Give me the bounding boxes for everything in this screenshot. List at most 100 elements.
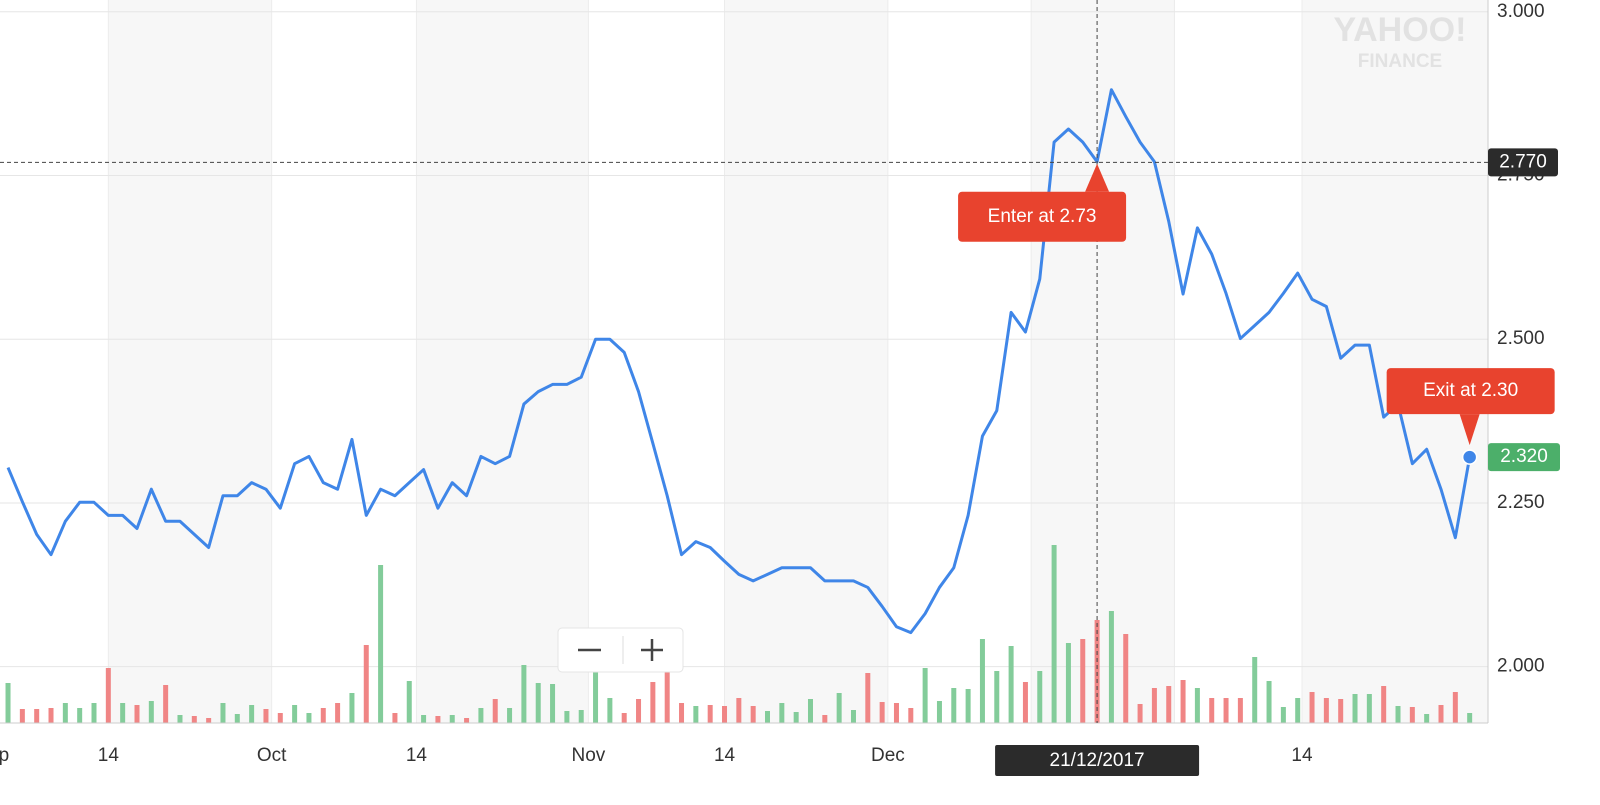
x-tick-label: 14 <box>1291 745 1313 766</box>
volume-bar <box>320 708 326 723</box>
y-tick-label: 2.250 <box>1497 492 1545 513</box>
volume-bar <box>19 709 25 723</box>
volume-bar <box>879 702 885 723</box>
volume-bar <box>1323 698 1329 723</box>
annotation-pointer <box>1085 163 1110 192</box>
x-tick-label: 14 <box>98 745 120 766</box>
volume-bar <box>1452 692 1458 723</box>
volume-bar <box>1252 657 1258 723</box>
plot <box>6 88 1472 635</box>
volume-bar <box>994 671 1000 723</box>
volume-bar <box>1409 707 1415 723</box>
volume-bar <box>1309 692 1315 723</box>
volume-bar <box>1381 686 1387 723</box>
volume-bar <box>793 712 799 723</box>
volume-bar <box>335 703 341 723</box>
volume-bar <box>277 713 283 723</box>
volume-bar <box>1338 699 1344 723</box>
last-point <box>1461 449 1478 465</box>
volume-bar <box>1266 681 1272 723</box>
x-tick-label: Oct <box>257 745 287 766</box>
annotation-pointer <box>1459 414 1480 446</box>
volume-bar <box>292 705 298 723</box>
volume-bar <box>120 703 126 723</box>
volume-bar <box>1080 639 1086 723</box>
volume-bar <box>807 699 813 723</box>
volume-bar <box>922 668 928 723</box>
volume-bar <box>679 703 685 723</box>
volume-bar <box>965 689 971 723</box>
last-price: 2.320 <box>1500 446 1548 467</box>
volume-bar <box>564 711 570 723</box>
volume-bar <box>736 698 742 723</box>
axes: Sep14Oct14Nov14Dec14Jan142.0002.2502.500… <box>0 0 1545 766</box>
volume-bar <box>392 713 398 723</box>
crosshair-price-box <box>1488 148 1558 177</box>
volume-bar <box>607 698 613 723</box>
annotation-box <box>1386 368 1555 415</box>
volume-bar <box>1467 713 1473 723</box>
volume-bar <box>1209 698 1215 723</box>
volume-bar <box>779 703 785 723</box>
volume-bar <box>1037 671 1043 723</box>
background-bands <box>108 0 1488 723</box>
volume-bar <box>263 709 269 723</box>
volume-bar <box>48 708 54 723</box>
volume-bar <box>1295 698 1301 723</box>
volume-bar <box>191 716 197 723</box>
volume-bar <box>77 708 83 723</box>
volume-bar <box>578 710 584 723</box>
volume-bar <box>306 713 312 723</box>
last-price-box <box>1488 443 1560 472</box>
zoom-in[interactable] <box>641 639 663 661</box>
y-tick-label: 2.500 <box>1497 328 1545 349</box>
volume-bar <box>550 684 556 723</box>
volume-bar <box>936 701 942 723</box>
x-tick-label: Dec <box>871 745 905 766</box>
volume-bar <box>865 673 871 723</box>
volume-bar <box>1008 646 1014 723</box>
volume-bar <box>406 681 412 723</box>
band <box>724 0 888 723</box>
volume-bar <box>363 645 369 723</box>
volume-bar <box>1366 694 1372 723</box>
volume-bar <box>850 710 856 723</box>
volume-bar <box>163 685 169 723</box>
volume-bar <box>722 706 728 723</box>
volume-bar <box>1237 698 1243 723</box>
volume-bar <box>478 708 484 723</box>
volume-bar <box>1137 704 1143 723</box>
volume-bar <box>1180 680 1186 723</box>
volume-bar <box>951 688 957 723</box>
volume-bar <box>979 639 985 723</box>
y-tick-label: 3.000 <box>1497 1 1545 22</box>
volume-bar <box>1280 707 1286 723</box>
logo-line1: YAHOO! <box>1334 11 1467 49</box>
crosshair-date: 21/12/2017 <box>1050 750 1145 771</box>
volume-bar <box>521 665 527 723</box>
zoom-control <box>557 627 684 673</box>
volume-bar <box>1051 545 1057 723</box>
volume-bar <box>1108 611 1114 723</box>
volume-bar <box>593 670 599 723</box>
volume-bar <box>378 565 384 723</box>
volume-bar <box>449 715 455 723</box>
volume-bar <box>836 693 842 723</box>
volume-bar <box>765 711 771 723</box>
band <box>108 0 272 723</box>
volume-bar <box>822 715 828 723</box>
volume-bar <box>1065 643 1071 723</box>
volume-bar <box>535 683 541 723</box>
grid <box>0 0 1488 723</box>
volume-bar <box>650 682 656 723</box>
volume-bar <box>464 718 470 723</box>
volume-bar <box>1424 714 1430 723</box>
volume-bar <box>1395 706 1401 723</box>
volume-bar <box>1223 698 1229 723</box>
volume-bar <box>177 715 183 723</box>
volume-bar <box>1438 705 1444 723</box>
x-tick-label: Sep <box>0 745 9 766</box>
crosshair-price: 2.770 <box>1499 151 1547 172</box>
band <box>1302 0 1488 723</box>
